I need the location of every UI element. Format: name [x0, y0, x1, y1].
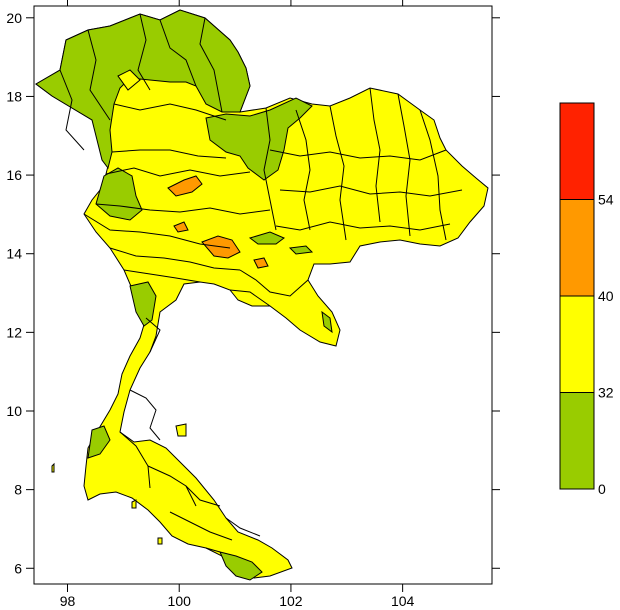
x-axis-bottom: 98 100 102 104: [60, 584, 415, 609]
country-base-region: [35, 9, 489, 579]
y-tick-label: 16: [6, 167, 22, 183]
x-tick-label: 102: [279, 593, 303, 609]
yellow-enclave-north: [117, 69, 141, 91]
legend-swatch: [559, 102, 595, 200]
green-region-peninsula: [87, 425, 111, 459]
x-axis-top: [67, 0, 404, 6]
y-tick-label: 8: [14, 482, 22, 498]
map-body: [35, 9, 489, 581]
y-axis-left: 6 8 10 12 14 16 18 20: [6, 10, 34, 576]
legend-swatch: [559, 392, 595, 490]
green-region-east: [288, 245, 314, 255]
province-borders: [59, 13, 463, 553]
orange-region-small: [173, 221, 189, 233]
orange-region-west-central: [167, 175, 203, 197]
x-tick-label: 100: [168, 593, 192, 609]
green-region-southeast: [321, 310, 333, 334]
x-tick-label: 98: [60, 593, 76, 609]
legend-label: 0: [598, 481, 606, 497]
orange-region-center-east: [253, 257, 269, 269]
legend-label: 32: [598, 385, 614, 401]
color-legend: 0 32 40 54: [559, 102, 614, 497]
y-tick-label: 12: [6, 324, 22, 340]
y-tick-label: 10: [6, 403, 22, 419]
legend-swatch: [559, 295, 595, 393]
y-tick-label: 20: [6, 10, 22, 26]
y-axis-right: [492, 17, 500, 569]
y-tick-label: 14: [6, 246, 22, 262]
islands: [51, 423, 187, 545]
green-region-south: [219, 551, 263, 581]
legend-swatch: [559, 199, 595, 297]
green-region-west-south: [129, 281, 157, 327]
legend-label: 40: [598, 288, 614, 304]
green-region-center-east: [248, 231, 285, 245]
legend-label: 54: [598, 192, 614, 208]
y-tick-label: 6: [14, 560, 22, 576]
x-tick-label: 104: [391, 593, 415, 609]
y-tick-label: 18: [6, 88, 22, 104]
green-region-northeast: [205, 97, 313, 181]
